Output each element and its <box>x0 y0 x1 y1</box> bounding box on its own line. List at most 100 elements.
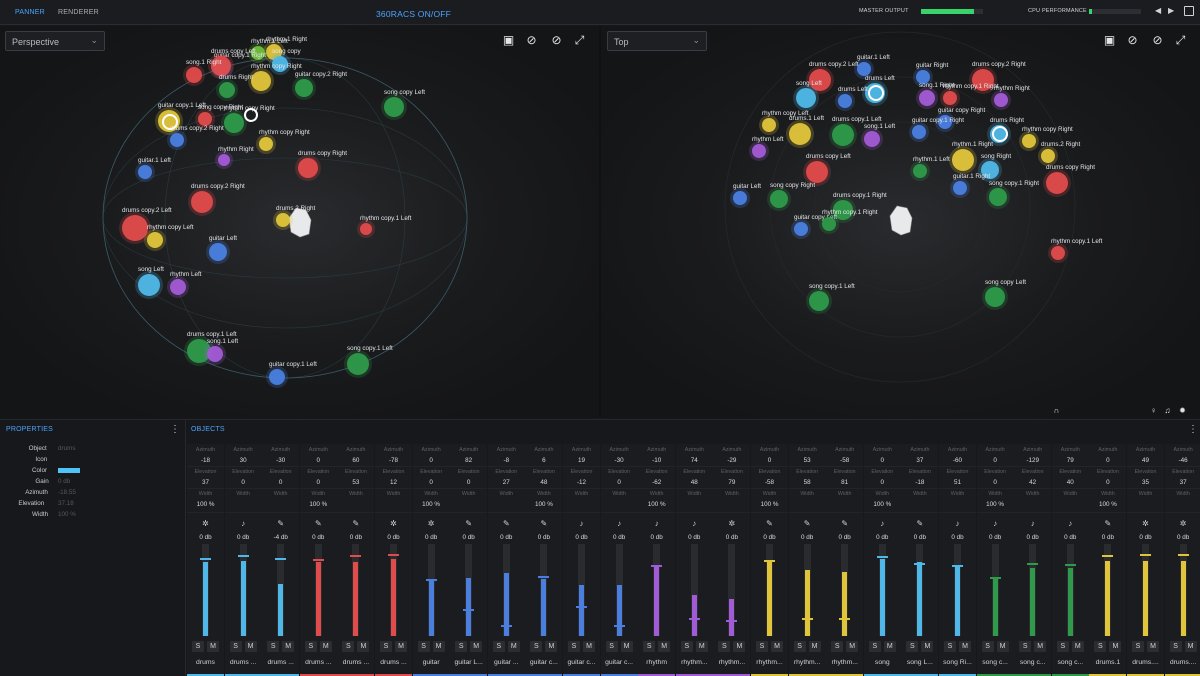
solo-button[interactable]: S <box>380 641 392 652</box>
azimuth-value[interactable]: -18 <box>200 457 211 464</box>
azimuth-value[interactable]: 0 <box>767 457 772 464</box>
azimuth-value[interactable]: 74 <box>690 457 698 464</box>
mute-button[interactable]: M <box>921 641 934 652</box>
solo-button[interactable]: S <box>981 641 994 652</box>
property-row-azimuth[interactable]: Azimuth -18.55 <box>0 488 186 499</box>
mute-button[interactable]: M <box>583 641 595 652</box>
azimuth-value[interactable]: 30 <box>239 457 247 464</box>
object-name[interactable]: guitar L... <box>454 659 483 666</box>
objects-menu-icon[interactable]: ⋮ <box>1188 424 1198 435</box>
solo-button[interactable]: S <box>1056 641 1069 652</box>
solo-button[interactable]: S <box>718 641 731 652</box>
fader-handle[interactable] <box>914 563 926 566</box>
mute-button[interactable]: M <box>1147 641 1159 652</box>
property-row-object[interactable]: Object drums <box>0 444 186 455</box>
object-type-icon[interactable]: ✎ <box>540 519 548 528</box>
tab-renderer[interactable]: RENDERER <box>58 9 99 16</box>
elevation-value[interactable]: 0 <box>617 479 621 486</box>
elevation-value[interactable]: 0 <box>241 479 245 486</box>
gain-fader[interactable] <box>1140 544 1151 636</box>
fader-handle[interactable] <box>200 557 211 560</box>
view-select-left[interactable]: Perspective ⌄ <box>5 31 105 51</box>
gain-fader[interactable] <box>764 544 775 636</box>
object-name[interactable]: song c... <box>1019 659 1046 666</box>
gain-value[interactable]: 0 db <box>688 534 701 541</box>
width-value[interactable]: 100 % <box>760 501 779 508</box>
object-name[interactable]: drums.1 <box>1095 659 1121 666</box>
object-type-icon[interactable]: ♪ <box>880 519 885 528</box>
property-row-color[interactable]: Color <box>0 466 186 477</box>
solo-button[interactable]: S <box>605 641 618 652</box>
azimuth-value[interactable]: -129 <box>1026 457 1039 464</box>
view-select-right[interactable]: Top ⌄ <box>607 31 707 51</box>
fader-handle[interactable] <box>500 624 512 627</box>
mute-button[interactable]: M <box>1071 641 1084 652</box>
gain-value[interactable]: 0 db <box>1026 534 1039 541</box>
elevation-value[interactable]: -62 <box>652 479 662 486</box>
object-name[interactable]: drums ... <box>380 659 407 666</box>
azimuth-value[interactable]: 0 <box>993 457 997 464</box>
fader-handle[interactable] <box>651 565 663 567</box>
object-type-icon[interactable]: ♪ <box>617 519 622 528</box>
gain-fader[interactable] <box>801 544 813 636</box>
gain-fader[interactable] <box>1102 544 1114 636</box>
fader-handle[interactable] <box>876 555 888 558</box>
elevation-value[interactable]: 51 <box>953 479 961 486</box>
object-name[interactable]: rhythm <box>646 659 668 666</box>
object-type-icon[interactable]: ✎ <box>502 519 510 528</box>
elevation-value[interactable]: 40 <box>1066 479 1074 486</box>
fader-handle[interactable] <box>688 618 700 621</box>
solo-button[interactable]: S <box>868 641 881 652</box>
mute-button[interactable]: M <box>432 641 445 652</box>
solo-button[interactable]: S <box>267 641 280 652</box>
gain-value[interactable]: 0 db <box>349 534 363 541</box>
gain-fader[interactable] <box>312 544 324 636</box>
object-type-icon[interactable]: ✎ <box>277 519 285 528</box>
property-value[interactable]: drums <box>58 445 76 452</box>
object-type-icon[interactable]: ♪ <box>579 519 584 528</box>
mute-button[interactable]: M <box>1034 641 1047 652</box>
width-value[interactable]: 100 % <box>647 501 666 508</box>
object-type-icon[interactable]: ✎ <box>314 519 322 528</box>
object-type-icon[interactable]: ♪ <box>1068 519 1073 528</box>
width-value[interactable]: 100 % <box>534 501 553 508</box>
mute-button[interactable]: M <box>1184 641 1197 652</box>
fader-handle[interactable] <box>1064 564 1076 567</box>
property-value[interactable]: 100 % <box>58 511 76 518</box>
gain-fader[interactable] <box>237 544 249 636</box>
property-row-width[interactable]: Width 100 % <box>0 510 186 521</box>
gain-fader[interactable] <box>613 544 625 636</box>
property-value[interactable]: 0 db <box>58 478 71 485</box>
solo-button[interactable]: S <box>192 641 204 652</box>
gain-value[interactable]: 0 db <box>725 534 739 541</box>
gain-value[interactable]: 0 db <box>199 534 212 541</box>
gain-value[interactable]: 0 db <box>1064 534 1077 541</box>
azimuth-value[interactable]: 0 <box>316 457 321 464</box>
mute-button[interactable]: M <box>545 641 558 652</box>
expand-icon[interactable]: ⤢ <box>1175 33 1186 47</box>
fader-handle[interactable] <box>952 565 963 567</box>
object-type-icon[interactable]: ✎ <box>352 519 360 528</box>
azimuth-value[interactable]: 60 <box>352 457 360 464</box>
object-type-icon[interactable]: ✲ <box>390 519 397 528</box>
gain-fader[interactable] <box>350 544 362 636</box>
object-name[interactable]: guitar <box>422 659 440 666</box>
solo-button[interactable]: S <box>906 641 919 652</box>
fader-handle[interactable] <box>801 618 813 621</box>
gain-fader[interactable] <box>688 544 700 636</box>
gain-value[interactable]: 0 db <box>951 534 964 541</box>
gain-fader[interactable] <box>876 544 888 636</box>
fader-handle[interactable] <box>425 578 437 581</box>
